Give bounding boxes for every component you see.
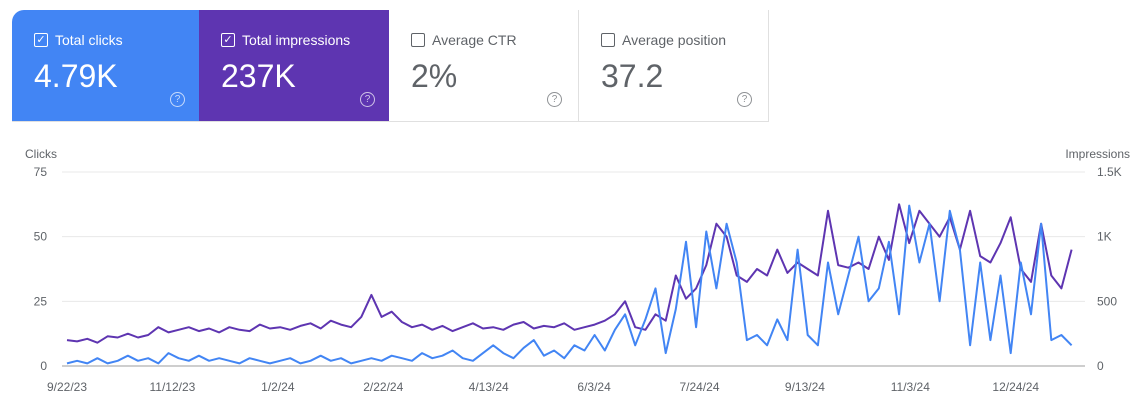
x-tick-label: 2/22/24 [363, 380, 403, 394]
card-label: Average position [622, 32, 727, 48]
metric-cards: ✓ Total clicks 4.79K ? ✓ Total impressio… [12, 10, 769, 122]
card-value: 4.79K [34, 58, 118, 94]
x-tick-label: 11/3/24 [891, 380, 930, 394]
x-tick-label: 11/12/23 [150, 380, 196, 394]
checkbox-unchecked-icon[interactable] [411, 33, 425, 47]
total-clicks-card[interactable]: ✓ Total clicks 4.79K ? [12, 10, 199, 121]
help-icon[interactable]: ? [737, 92, 752, 107]
x-tick-label: 1/2/24 [261, 380, 295, 394]
help-icon[interactable]: ? [360, 92, 375, 107]
total-impressions-card[interactable]: ✓ Total impressions 237K ? [199, 10, 389, 121]
checkbox-checked-icon[interactable]: ✓ [221, 33, 235, 47]
card-label: Total impressions [242, 32, 351, 48]
left-tick-label: 75 [34, 165, 48, 179]
x-tick-label: 4/13/24 [469, 380, 509, 394]
series-line-clicks [66, 204, 1073, 365]
x-tick-label: 7/24/24 [679, 380, 719, 394]
help-icon[interactable]: ? [170, 92, 185, 107]
checkbox-checked-icon[interactable]: ✓ [34, 33, 48, 47]
right-tick-label: 1K [1097, 230, 1112, 244]
checkbox-unchecked-icon[interactable] [601, 33, 615, 47]
x-tick-label: 12/24/24 [992, 380, 1039, 394]
card-value: 37.2 [601, 58, 664, 94]
series-line-impressions [66, 203, 1073, 344]
help-icon[interactable]: ? [547, 92, 562, 107]
left-axis-label: Clicks [25, 147, 57, 161]
card-label: Average CTR [432, 32, 517, 48]
right-axis-label: Impressions [1065, 147, 1130, 161]
right-tick-label: 1.5K [1097, 165, 1122, 179]
left-tick-label: 25 [34, 294, 48, 308]
left-tick-label: 50 [34, 230, 48, 244]
average-position-card[interactable]: Average position 37.2 ? [579, 10, 769, 121]
right-tick-label: 0 [1097, 359, 1104, 373]
card-label: Total clicks [55, 32, 123, 48]
right-tick-label: 500 [1097, 294, 1117, 308]
x-tick-label: 9/22/23 [47, 380, 87, 394]
card-value: 2% [411, 58, 458, 94]
average-ctr-card[interactable]: Average CTR 2% ? [389, 10, 579, 121]
x-tick-label: 9/13/24 [785, 380, 825, 394]
card-value: 237K [221, 58, 296, 94]
x-tick-label: 6/3/24 [577, 380, 611, 394]
left-tick-label: 0 [40, 359, 47, 373]
